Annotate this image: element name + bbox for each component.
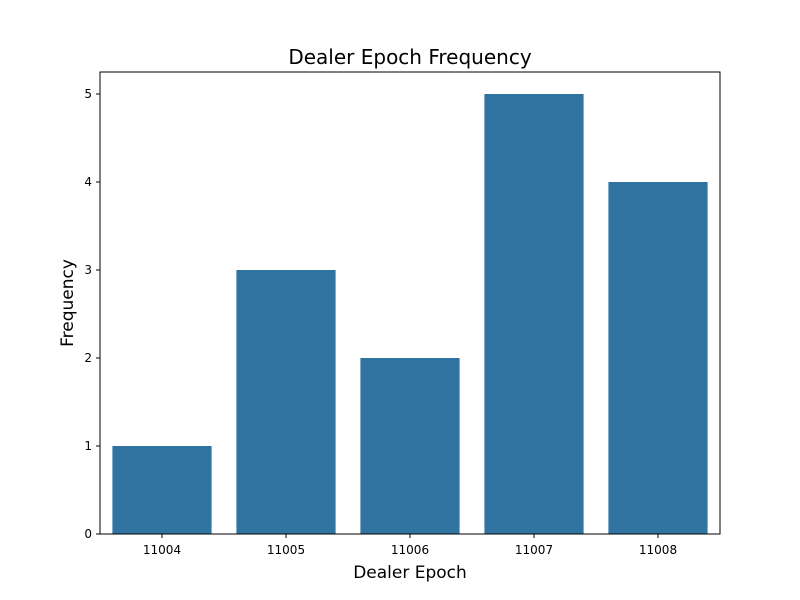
- y-tick-label: 2: [84, 351, 92, 365]
- chart-title: Dealer Epoch Frequency: [288, 45, 531, 69]
- bar-11007: [484, 94, 584, 534]
- y-axis-ticks: 0 1 2 3 4 5: [84, 87, 100, 541]
- y-axis-label: Frequency: [58, 259, 78, 347]
- bar-11004: [112, 446, 212, 534]
- y-tick-label: 5: [84, 87, 92, 101]
- x-tick-label: 11006: [391, 543, 429, 557]
- x-tick-label: 11007: [515, 543, 553, 557]
- x-axis-ticks: 11004 11005 11006 11007 11008: [143, 534, 677, 557]
- bar-11006: [360, 358, 460, 534]
- x-tick-label: 11008: [639, 543, 677, 557]
- bars-group: [112, 94, 708, 534]
- bar-11005: [236, 270, 336, 534]
- x-tick-label: 11005: [267, 543, 305, 557]
- y-tick-label: 1: [84, 439, 92, 453]
- y-tick-label: 0: [84, 527, 92, 541]
- y-tick-label: 3: [84, 263, 92, 277]
- bar-11008: [608, 182, 708, 534]
- y-tick-label: 4: [84, 175, 92, 189]
- plot-frame: [99, 71, 721, 535]
- x-tick-label: 11004: [143, 543, 181, 557]
- x-axis-label: Dealer Epoch: [353, 563, 467, 583]
